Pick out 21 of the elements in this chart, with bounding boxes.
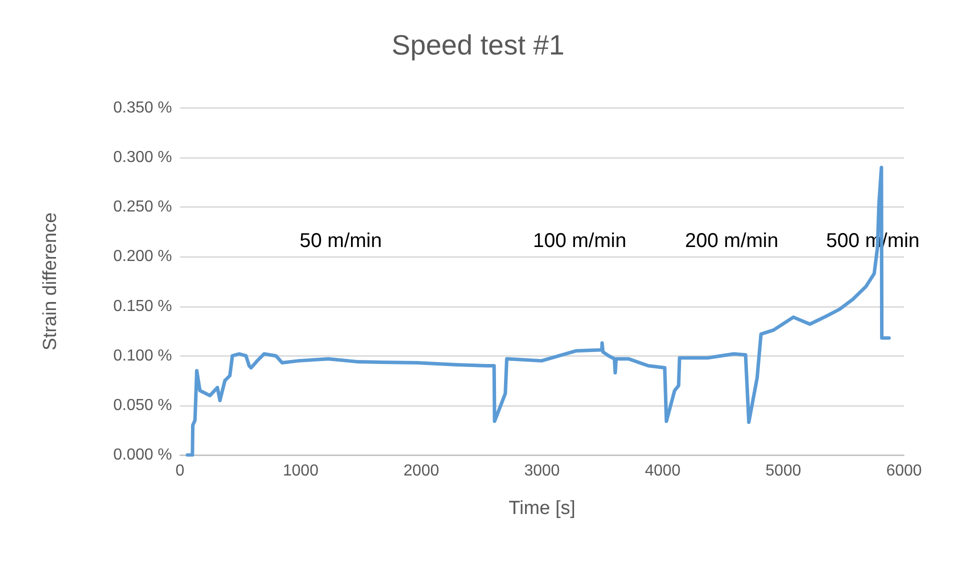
y-tick-label: 0.350 % xyxy=(113,100,172,116)
y-tick-label: 0.150 % xyxy=(113,298,172,315)
x-tick-label: 6000 xyxy=(886,462,922,480)
x-tick-label: 2000 xyxy=(404,462,440,480)
x-tick-label: 4000 xyxy=(644,462,681,480)
x-tick-label: 5000 xyxy=(766,462,802,480)
y-tick-label: 0.200 % xyxy=(113,248,172,266)
x-tick-label: 1000 xyxy=(282,462,319,480)
y-tick-label: 0.000 % xyxy=(113,446,172,464)
chart-title: Speed test #1 xyxy=(392,30,564,60)
y-tick-label: 0.050 % xyxy=(113,396,172,414)
y-tick-label: 0.100 % xyxy=(113,347,172,364)
x-axis-title: Time [s] xyxy=(508,498,576,519)
annotation: 100 m/min xyxy=(532,230,626,252)
annotation: 200 m/min xyxy=(685,230,778,252)
annotation: 50 m/min xyxy=(300,230,382,252)
y-axis-title: Strain difference xyxy=(40,212,61,351)
y-tick-label: 0.300 % xyxy=(113,149,172,166)
x-tick-label: 0 xyxy=(176,462,185,480)
x-tick-label: 3000 xyxy=(524,462,560,480)
y-tick-label: 0.250 % xyxy=(113,198,172,216)
